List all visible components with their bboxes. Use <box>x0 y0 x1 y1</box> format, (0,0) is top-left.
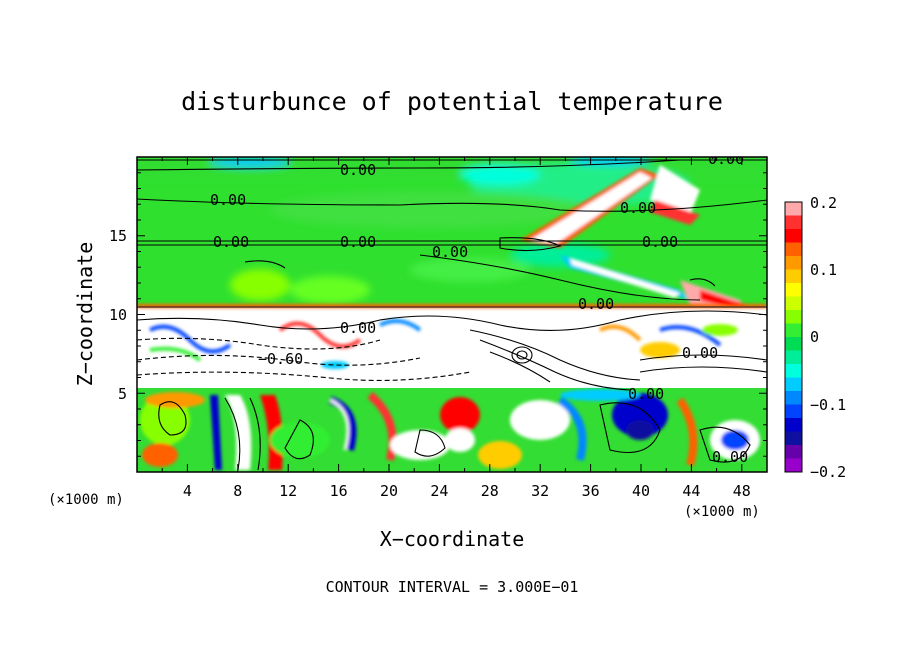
colorbar-swatch <box>785 350 802 365</box>
middle-region <box>137 304 767 388</box>
colorbar-swatch <box>785 337 802 351</box>
axis-ticks <box>136 156 768 473</box>
contour-label: 0.00 <box>213 233 249 251</box>
contour-label-group: 0.00 0.00 0.00 0.00 0.00 0.00 0.00 0.00 … <box>210 150 748 466</box>
colorbar-swatch <box>785 310 802 324</box>
x-tick-label: 24 <box>430 482 448 500</box>
colorbar-swatch <box>785 283 802 297</box>
colorbar-swatch <box>785 458 802 473</box>
colorbar-swatch <box>785 364 802 378</box>
contour-label: 0.00 <box>210 191 246 209</box>
x-tick-label: 36 <box>582 482 600 500</box>
heatmap-field: 0.00 0.00 0.00 0.00 0.00 0.00 0.00 0.00 … <box>137 150 767 472</box>
contour-interval-note: CONTOUR INTERVAL = 3.000E−01 <box>326 578 579 596</box>
contour-label: 0.00 <box>340 161 376 179</box>
x-tick-labels: 4 8 12 16 20 24 28 32 36 40 44 48 <box>183 482 751 500</box>
contour-label: 0.00 <box>628 385 664 403</box>
x-unit-label-left: (×1000 m) <box>48 492 124 508</box>
contour-label: 0.00 <box>642 233 678 251</box>
colorbar-swatch <box>785 445 802 459</box>
contour-label: 0.00 <box>708 150 744 168</box>
x-unit-label-right: (×1000 m) <box>684 504 760 520</box>
y-tick-label: 10 <box>109 306 127 324</box>
lower-region <box>137 388 767 472</box>
contour-label: 0.00 <box>340 319 376 337</box>
colorbar-swatch <box>785 229 802 243</box>
contour-label: 0.00 <box>432 243 468 261</box>
colorbar <box>785 202 802 473</box>
y-tick-labels: 5 10 15 <box>109 227 127 403</box>
x-tick-label: 40 <box>632 482 650 500</box>
colorbar-swatch <box>785 377 802 392</box>
colorbar-swatch <box>785 202 802 216</box>
x-tick-label: 8 <box>233 482 242 500</box>
x-tick-label: 32 <box>531 482 549 500</box>
colorbar-tick-label: −0.1 <box>810 396 846 414</box>
contour-label: 0.00 <box>712 448 748 466</box>
y-axis-label: Z−coordinate <box>73 242 97 387</box>
x-tick-label: 20 <box>380 482 398 500</box>
x-tick-label: 4 <box>183 482 192 500</box>
x-tick-label: 48 <box>733 482 751 500</box>
y-tick-label: 5 <box>118 385 127 403</box>
colorbar-swatch <box>785 256 802 270</box>
colorbar-swatch <box>785 296 802 311</box>
colorbar-swatch <box>785 242 802 257</box>
contour-label: 0.00 <box>340 233 376 251</box>
colorbar-swatch <box>785 215 802 230</box>
y-tick-label: 15 <box>109 227 127 245</box>
contour-label: 0.00 <box>578 295 614 313</box>
x-tick-label: 12 <box>279 482 297 500</box>
x-tick-label: 28 <box>481 482 499 500</box>
colorbar-tick-label: 0.2 <box>810 194 837 212</box>
contour-lines <box>137 159 767 471</box>
chart-title: disturbunce of potential temperature <box>181 87 723 116</box>
colorbar-swatch <box>785 431 802 446</box>
colorbar-tick-label: 0.1 <box>810 261 837 279</box>
contour-label: 0.00 <box>620 199 656 217</box>
contour-label: −0.60 <box>258 350 303 368</box>
plume <box>520 165 750 320</box>
colorbar-swatch <box>785 391 802 405</box>
colorbar-swatch <box>785 404 802 419</box>
colorbar-swatch <box>785 269 802 284</box>
colorbar-tick-labels: 0.2 0.1 0 −0.1 −0.2 <box>810 194 846 481</box>
colorbar-tick-label: −0.2 <box>810 463 846 481</box>
colorbar-swatch <box>785 418 802 432</box>
contour-label: 0.00 <box>682 344 718 362</box>
colorbar-swatch <box>785 323 802 338</box>
colorbar-frame <box>784 201 803 473</box>
x-tick-label: 16 <box>330 482 348 500</box>
x-tick-label: 44 <box>682 482 700 500</box>
x-axis-label: X−coordinate <box>380 527 525 551</box>
colorbar-tick-label: 0 <box>810 328 819 346</box>
